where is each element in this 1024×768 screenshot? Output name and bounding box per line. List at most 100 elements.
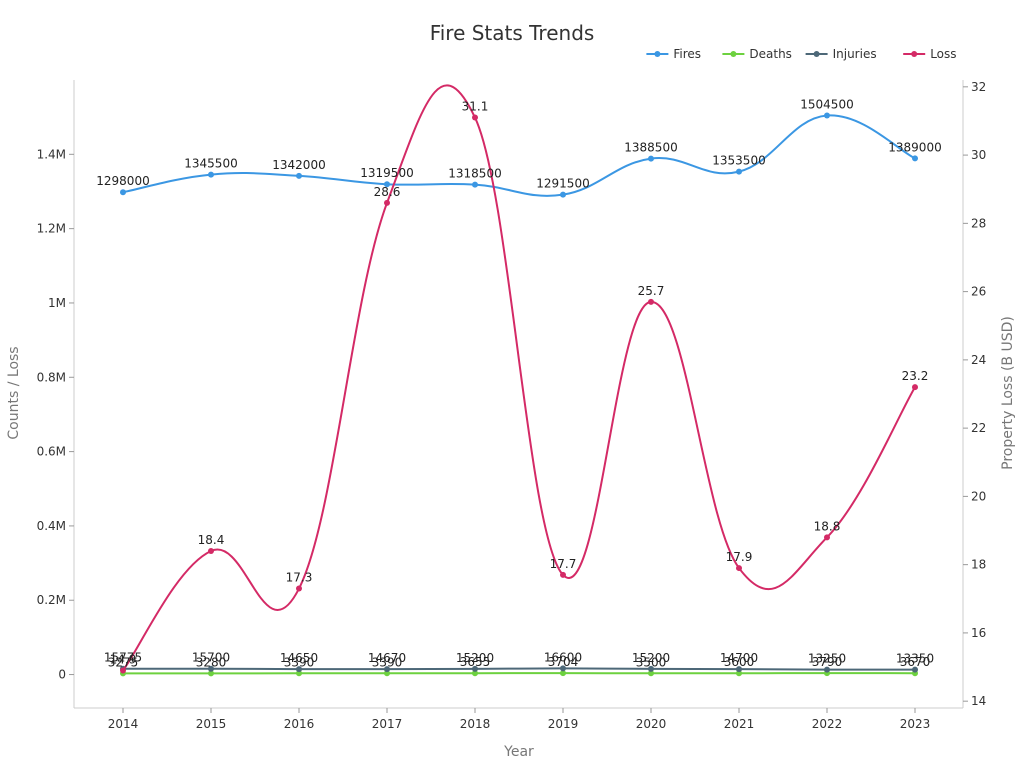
x-tick-label: 2014: [108, 717, 139, 731]
data-label-loss: 17.7: [550, 557, 577, 571]
x-tick-label: 2019: [548, 717, 579, 731]
data-point-injuries: [296, 666, 302, 673]
y-tick-label: 0.6M: [37, 445, 66, 459]
data-point-loss: [648, 298, 654, 305]
data-label-loss: 28.6: [374, 185, 401, 199]
data-label-injuries: 16600: [544, 650, 582, 664]
data-label-injuries: 13250: [808, 652, 846, 666]
legend-label-injuries: Injuries: [833, 47, 877, 61]
data-point-fires: [384, 181, 390, 188]
data-label-deaths: 3500: [636, 655, 667, 669]
data-label-deaths: 3280: [196, 655, 227, 669]
data-label-loss: 18.4: [198, 533, 225, 547]
data-label-injuries: 15200: [456, 651, 494, 665]
legend: Fires Deaths Injuries Loss: [646, 47, 957, 61]
data-label-loss: 31.1: [462, 100, 489, 114]
data-label-deaths: 3790: [812, 655, 843, 669]
data-label-loss: 25.7: [638, 284, 665, 298]
data-label-injuries: 14670: [368, 651, 406, 665]
y2-tick-label: 20: [971, 489, 986, 503]
data-point-fires: [736, 168, 742, 175]
data-point-loss: [208, 548, 214, 554]
axes-layer: 00.2M0.4M0.6M0.8M1M1.2M1.4M1416182022242…: [37, 80, 987, 731]
data-point-fires: [560, 191, 566, 198]
labels-layer: 1298000 1345500 1342000 1319500 1318500 12915…: [96, 97, 941, 669]
legend-marker-loss: [911, 51, 918, 57]
y-tick-label: 0.8M: [37, 370, 66, 384]
x-tick-label: 2021: [724, 717, 755, 731]
data-label-injuries: 13350: [896, 652, 934, 666]
y2-tick-label: 14: [971, 694, 986, 708]
data-point-deaths: [736, 670, 742, 677]
data-label-injuries: 15700: [192, 651, 230, 665]
data-point-injuries: [472, 665, 478, 672]
y-tick-label: 0.4M: [37, 519, 66, 533]
data-label-loss: 17.9: [726, 550, 753, 564]
data-label-fires: 1319500: [360, 166, 413, 180]
data-label-fires: 1298000: [96, 174, 149, 188]
data-label-deaths: 3390: [372, 655, 403, 669]
data-label-deaths: 3670: [900, 655, 931, 669]
data-point-injuries: [560, 665, 566, 672]
data-point-loss: [560, 571, 566, 578]
data-point-fires: [208, 171, 214, 178]
data-label-deaths: 3704: [548, 655, 579, 669]
y2-axis-title: Property Loss (B USD): [1000, 316, 1016, 470]
data-label-fires: 1291500: [536, 177, 589, 191]
data-label-fires: 1345500: [184, 157, 237, 171]
data-point-fires: [824, 112, 830, 119]
data-point-injuries: [824, 666, 830, 673]
y-tick-label: 1.4M: [37, 147, 66, 161]
y2-tick-label: 18: [971, 558, 986, 572]
legend-marker-injuries: [813, 51, 820, 57]
data-point-deaths: [296, 670, 302, 677]
data-point-loss: [912, 384, 918, 391]
data-point-loss: [384, 199, 390, 206]
data-point-deaths: [208, 670, 214, 677]
data-point-injuries: [384, 666, 390, 673]
data-label-deaths: 3390: [284, 655, 315, 669]
chart-title: Fire Stats Trends: [430, 21, 595, 45]
data-point-fires: [120, 189, 126, 196]
data-point-loss: [120, 667, 126, 674]
y-tick-label: 1M: [48, 296, 66, 310]
data-point-deaths: [560, 670, 566, 677]
data-point-loss: [296, 585, 302, 592]
data-point-loss: [736, 565, 742, 572]
y2-tick-label: 28: [971, 216, 986, 230]
data-label-deaths: 3600: [724, 655, 755, 669]
data-point-deaths: [648, 670, 654, 677]
data-point-fires: [472, 181, 478, 188]
data-point-fires: [912, 155, 918, 162]
legend-marker-fires: [654, 51, 661, 57]
data-point-injuries: [736, 666, 742, 673]
data-point-deaths: [472, 670, 478, 677]
data-label-injuries: 15200: [632, 651, 670, 665]
data-point-fires: [296, 172, 302, 179]
y-axis-title: Counts / Loss: [6, 346, 22, 439]
data-point-loss: [824, 534, 830, 541]
legend-label-loss: Loss: [930, 47, 956, 61]
y-tick-label: 1.2M: [37, 222, 66, 236]
x-axis-title: Year: [503, 744, 534, 760]
data-point-loss: [472, 114, 478, 121]
data-label-deaths: 3275: [108, 655, 139, 669]
data-label-fires: 1389000: [888, 140, 941, 154]
data-label-fires: 1342000: [272, 158, 325, 172]
legend-label-fires: Fires: [673, 47, 701, 61]
data-point-injuries: [912, 666, 918, 673]
x-tick-label: 2015: [196, 717, 227, 731]
series-line-fires: [122, 114, 916, 197]
legend-label-deaths: Deaths: [749, 47, 792, 61]
data-point-deaths: [384, 670, 390, 677]
data-point-injuries: [208, 665, 214, 672]
legend-marker-deaths: [730, 51, 737, 57]
y2-tick-label: 24: [971, 353, 986, 367]
y2-tick-label: 30: [971, 148, 986, 162]
data-label-fires: 1388500: [624, 141, 677, 155]
data-point-fires: [648, 155, 654, 162]
y2-tick-label: 16: [971, 626, 986, 640]
data-label-injuries: 14700: [720, 651, 758, 665]
